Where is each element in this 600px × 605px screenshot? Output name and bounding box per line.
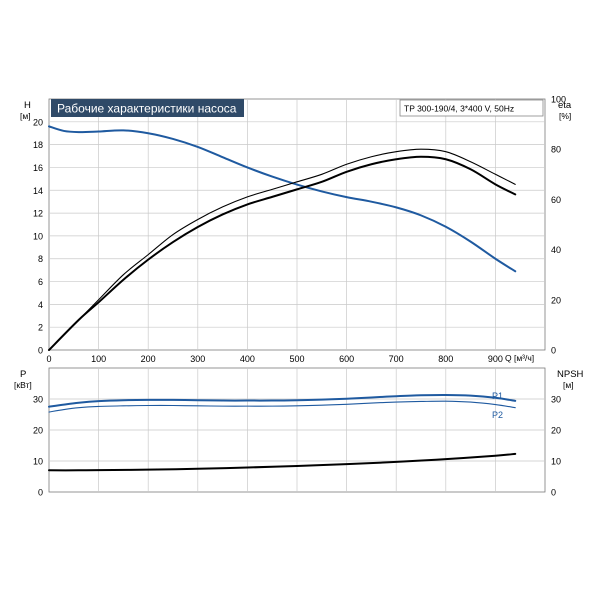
eta-curve-upper — [48, 148, 516, 351]
p1-curve — [48, 393, 517, 408]
x-tick-label: 700 — [389, 354, 404, 364]
series-label-p1: P1 — [492, 391, 503, 401]
chart-title-background — [51, 99, 244, 117]
x-tick-label: 0 — [46, 354, 51, 364]
y-tick-label-head: 14 — [33, 186, 43, 196]
bottom-chart-series — [48, 393, 517, 472]
x-tick-label: 900 — [488, 354, 503, 364]
y2-tick-label-npsh: 10 — [551, 457, 561, 467]
y-tick-label-head: 4 — [38, 300, 43, 310]
y-axis-unit-head: [м] — [20, 111, 31, 121]
y2-axis-unit-npsh: [м] — [563, 380, 574, 390]
y-tick-label-head: 6 — [38, 277, 43, 287]
y2-tick-label-npsh: 0 — [551, 488, 556, 498]
y2-tick-label-eta: 20 — [551, 295, 561, 305]
y2-tick-label-npsh: 30 — [551, 395, 561, 405]
top-chart-series — [48, 125, 517, 351]
model-label: TP 300-190/4, 3*400 V, 50Hz — [404, 104, 514, 114]
y2-tick-label-eta: 80 — [551, 145, 561, 155]
bottom-chart-grid — [48, 367, 546, 493]
chart-title: Рабочие характеристики насоса — [57, 102, 237, 116]
x-tick-label: 100 — [91, 354, 106, 364]
y-tick-label-power: 20 — [33, 426, 43, 436]
y-tick-label-head: 10 — [33, 231, 43, 241]
y2-tick-label-eta: 40 — [551, 245, 561, 255]
y2-axis-name-eta: eta — [558, 100, 572, 111]
y-axis-unit-power: [кВт] — [14, 380, 32, 390]
eta-curve-lower — [48, 155, 517, 351]
y2-axis-name-npsh: NPSH — [557, 369, 584, 380]
y-tick-label-head: 8 — [38, 254, 43, 264]
x-tick-label: 800 — [438, 354, 453, 364]
y-tick-label-head: 18 — [33, 140, 43, 150]
x-tick-label: 200 — [141, 354, 156, 364]
top-chart-ticks: 0 100 200 300 400 500 600 700 800 900024681012141… — [33, 95, 566, 365]
series-label-p2: P2 — [492, 410, 503, 420]
y-tick-label-head: 16 — [33, 163, 43, 173]
y-tick-label-power: 10 — [33, 457, 43, 467]
y-tick-label-power: 30 — [33, 395, 43, 405]
x-tick-label: 500 — [289, 354, 304, 364]
npsh-curve — [48, 452, 517, 472]
y2-tick-label-eta: 100 — [551, 95, 566, 105]
y2-axis-unit-eta: [%] — [559, 111, 571, 121]
y2-tick-label-npsh: 20 — [551, 426, 561, 436]
model-label-box — [399, 99, 544, 117]
y-tick-label-power: 0 — [38, 488, 43, 498]
y-axis-name-head: H — [24, 100, 31, 111]
p2-curve — [48, 400, 516, 413]
top-chart-grid — [48, 98, 546, 351]
y-tick-label-head: 2 — [38, 323, 43, 333]
y-tick-label-head: 0 — [38, 346, 43, 356]
y2-tick-label-eta: 60 — [551, 195, 561, 205]
y-axis-name-power: P — [20, 369, 26, 380]
x-tick-label: 300 — [190, 354, 205, 364]
x-axis-label: Q [м³/ч] — [505, 353, 534, 363]
y-tick-label-head: 20 — [33, 117, 43, 127]
bottom-chart-ticks: 0 10 20 30 0 10 20 30 — [33, 395, 561, 498]
y-tick-label-head: 12 — [33, 209, 43, 219]
y2-tick-label-eta: 0 — [551, 346, 556, 356]
x-tick-label: 400 — [240, 354, 255, 364]
x-tick-label: 600 — [339, 354, 354, 364]
head-curve — [48, 125, 517, 273]
